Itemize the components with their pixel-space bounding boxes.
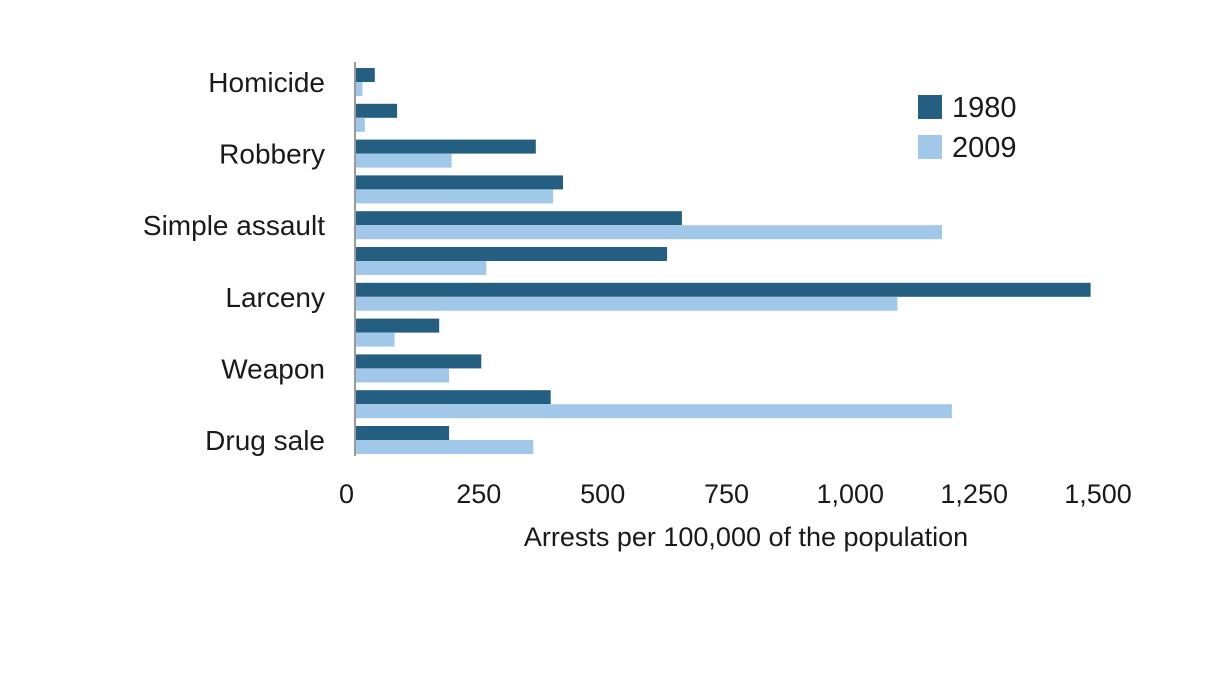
bar-2009-row-10 — [356, 404, 952, 419]
category-label: Simple assault — [143, 210, 325, 241]
category-label: Weapon — [221, 353, 325, 384]
x-tick-label: 500 — [580, 479, 625, 509]
bar-2009-row-2 — [356, 117, 365, 132]
x-tick-label: 1,500 — [1064, 479, 1132, 509]
x-tick-label: 1,250 — [940, 479, 1008, 509]
bar-1980-row-9 — [356, 354, 482, 369]
bar-2009-row-4 — [356, 189, 554, 204]
bar-1980-row-10 — [356, 390, 551, 405]
bar-1980-row-2 — [356, 103, 398, 118]
bar-2009-row-1 — [356, 82, 363, 96]
x-tick-label: 1,000 — [817, 479, 885, 509]
legend-swatch-1980 — [918, 95, 942, 119]
x-tick-label: 0 — [339, 479, 354, 509]
bar-1980-row-4 — [356, 175, 563, 190]
bar-2009-row-6 — [356, 261, 487, 275]
x-tick-label: 750 — [704, 479, 749, 509]
bar-1980-row-7 — [356, 282, 1091, 297]
x-tick-label: 250 — [456, 479, 501, 509]
bar-1980-row-3 — [356, 139, 536, 154]
bar-1980-row-6 — [356, 247, 668, 261]
bar-1980-row-1 — [356, 68, 375, 82]
legend-label-2009: 2009 — [952, 132, 1017, 164]
bar-1980-row-8 — [356, 318, 440, 333]
bar-2009-row-7 — [356, 296, 898, 311]
bar-2009-row-9 — [356, 368, 450, 383]
category-label: Larceny — [225, 282, 325, 313]
bars-layer — [356, 68, 1091, 454]
legend: 1980 2009 — [918, 92, 1017, 164]
category-labels: Homicide Robbery Simple assault Larceny Weap… — [143, 67, 325, 456]
bar-1980-row-5 — [356, 211, 682, 226]
category-label: Homicide — [208, 67, 325, 98]
bar-2009-row-11 — [356, 440, 534, 454]
x-axis-title: Arrests per 100,000 of the population — [524, 522, 968, 552]
legend-label-1980: 1980 — [952, 92, 1017, 124]
bar-2009-row-5 — [356, 225, 942, 240]
bar-1980-row-11 — [356, 426, 450, 440]
category-label: Drug sale — [205, 425, 325, 456]
legend-swatch-2009 — [918, 135, 942, 159]
x-tick-labels: 0 250 500 750 1,000 1,250 1,500 — [339, 479, 1132, 509]
bar-2009-row-3 — [356, 153, 452, 168]
bar-2009-row-8 — [356, 332, 395, 347]
category-label: Robbery — [219, 139, 325, 170]
